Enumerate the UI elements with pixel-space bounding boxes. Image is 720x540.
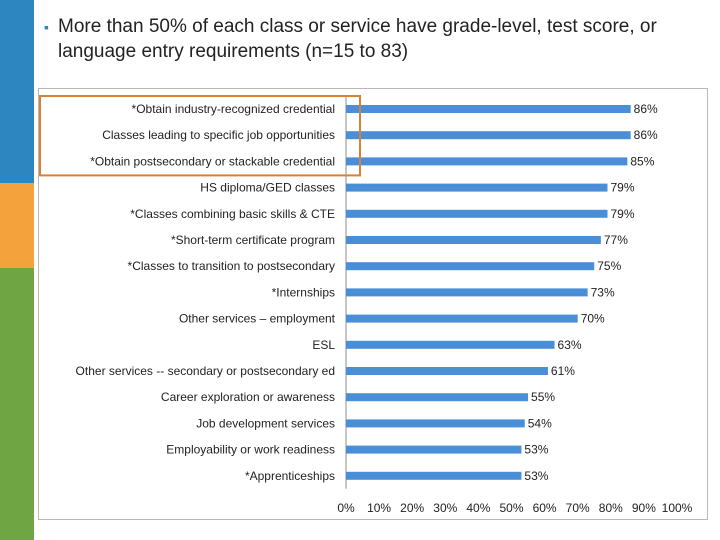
category-label-4: HS diploma/GED classes — [200, 181, 335, 195]
x-tick-label-4: 40% — [466, 501, 490, 515]
value-label-2: 86% — [634, 128, 658, 142]
bar-11 — [346, 367, 548, 375]
category-label-8: *Internships — [272, 285, 335, 299]
bar-13 — [346, 419, 525, 428]
value-label-8: 73% — [591, 285, 615, 299]
value-label-4: 79% — [610, 181, 634, 195]
value-label-5: 79% — [610, 207, 634, 221]
category-label-14: Employability or work readiness — [166, 443, 335, 457]
value-label-12: 55% — [531, 390, 555, 404]
bullet-icon: ▪ — [44, 19, 49, 35]
bar-4 — [346, 183, 608, 192]
value-label-13: 54% — [528, 416, 552, 430]
category-label-1: *Obtain industry-recognized credential — [132, 102, 335, 116]
accent-strip-blue — [0, 0, 34, 183]
bar-2 — [346, 131, 631, 140]
x-tick-label-9: 90% — [632, 501, 656, 515]
bar-8 — [346, 288, 588, 297]
highlight-box — [39, 95, 361, 177]
category-label-7: *Classes to transition to postsecondary — [128, 259, 335, 273]
value-label-9: 70% — [581, 312, 605, 326]
x-tick-label-10: 100% — [662, 501, 693, 515]
value-label-7: 75% — [597, 259, 621, 273]
bar-10 — [346, 340, 555, 349]
slide-headline: ▪ More than 50% of each class or service… — [44, 14, 698, 64]
accent-strip-orange — [0, 183, 34, 268]
category-label-11: Other services -- secondary or postsecon… — [76, 364, 335, 378]
category-label-5: *Classes combining basic skills & CTE — [130, 207, 335, 221]
bar-1 — [346, 105, 631, 113]
x-tick-label-8: 80% — [599, 501, 623, 515]
value-label-3: 85% — [630, 154, 654, 168]
value-label-1: 86% — [634, 102, 658, 116]
chart-frame — [38, 88, 708, 520]
headline-text: More than 50% of each class or service h… — [58, 16, 657, 62]
x-tick-label-7: 70% — [566, 501, 590, 515]
value-label-6: 77% — [604, 233, 628, 247]
category-label-10: ESL — [312, 338, 335, 352]
bar-12 — [346, 393, 529, 402]
value-label-15: 53% — [524, 469, 548, 483]
chart-marks: *Obtain industry-recognized credential 86… — [39, 95, 693, 515]
x-tick-label-5: 50% — [499, 501, 523, 515]
category-label-9: Other services – employment — [179, 312, 336, 326]
x-tick-label-1: 10% — [367, 501, 391, 515]
category-label-3: *Obtain postsecondary or stackable crede… — [90, 154, 335, 168]
bar-6 — [346, 236, 601, 244]
category-label-12: Career exploration or awareness — [161, 390, 335, 404]
bar-9 — [346, 314, 578, 323]
x-tick-label-2: 20% — [400, 501, 424, 515]
bar-3 — [346, 157, 628, 166]
value-label-14: 53% — [524, 443, 548, 457]
x-tick-label-6: 60% — [533, 501, 557, 515]
bar-7 — [346, 262, 595, 271]
category-label-2: Classes leading to specific job opportun… — [102, 128, 335, 142]
value-label-10: 63% — [558, 338, 582, 352]
accent-strip-gap — [34, 0, 40, 540]
x-tick-label-3: 30% — [433, 501, 457, 515]
bar-15 — [346, 471, 522, 480]
category-label-13: Job development services — [196, 416, 335, 430]
category-label-15: *Apprenticeships — [245, 469, 335, 483]
x-tick-label-0: 0% — [337, 501, 355, 515]
bar-5 — [346, 209, 608, 218]
category-label-6: *Short-term certificate program — [171, 233, 335, 247]
value-label-11: 61% — [551, 364, 575, 378]
bar-14 — [346, 445, 522, 454]
accent-strip-green — [0, 268, 34, 540]
